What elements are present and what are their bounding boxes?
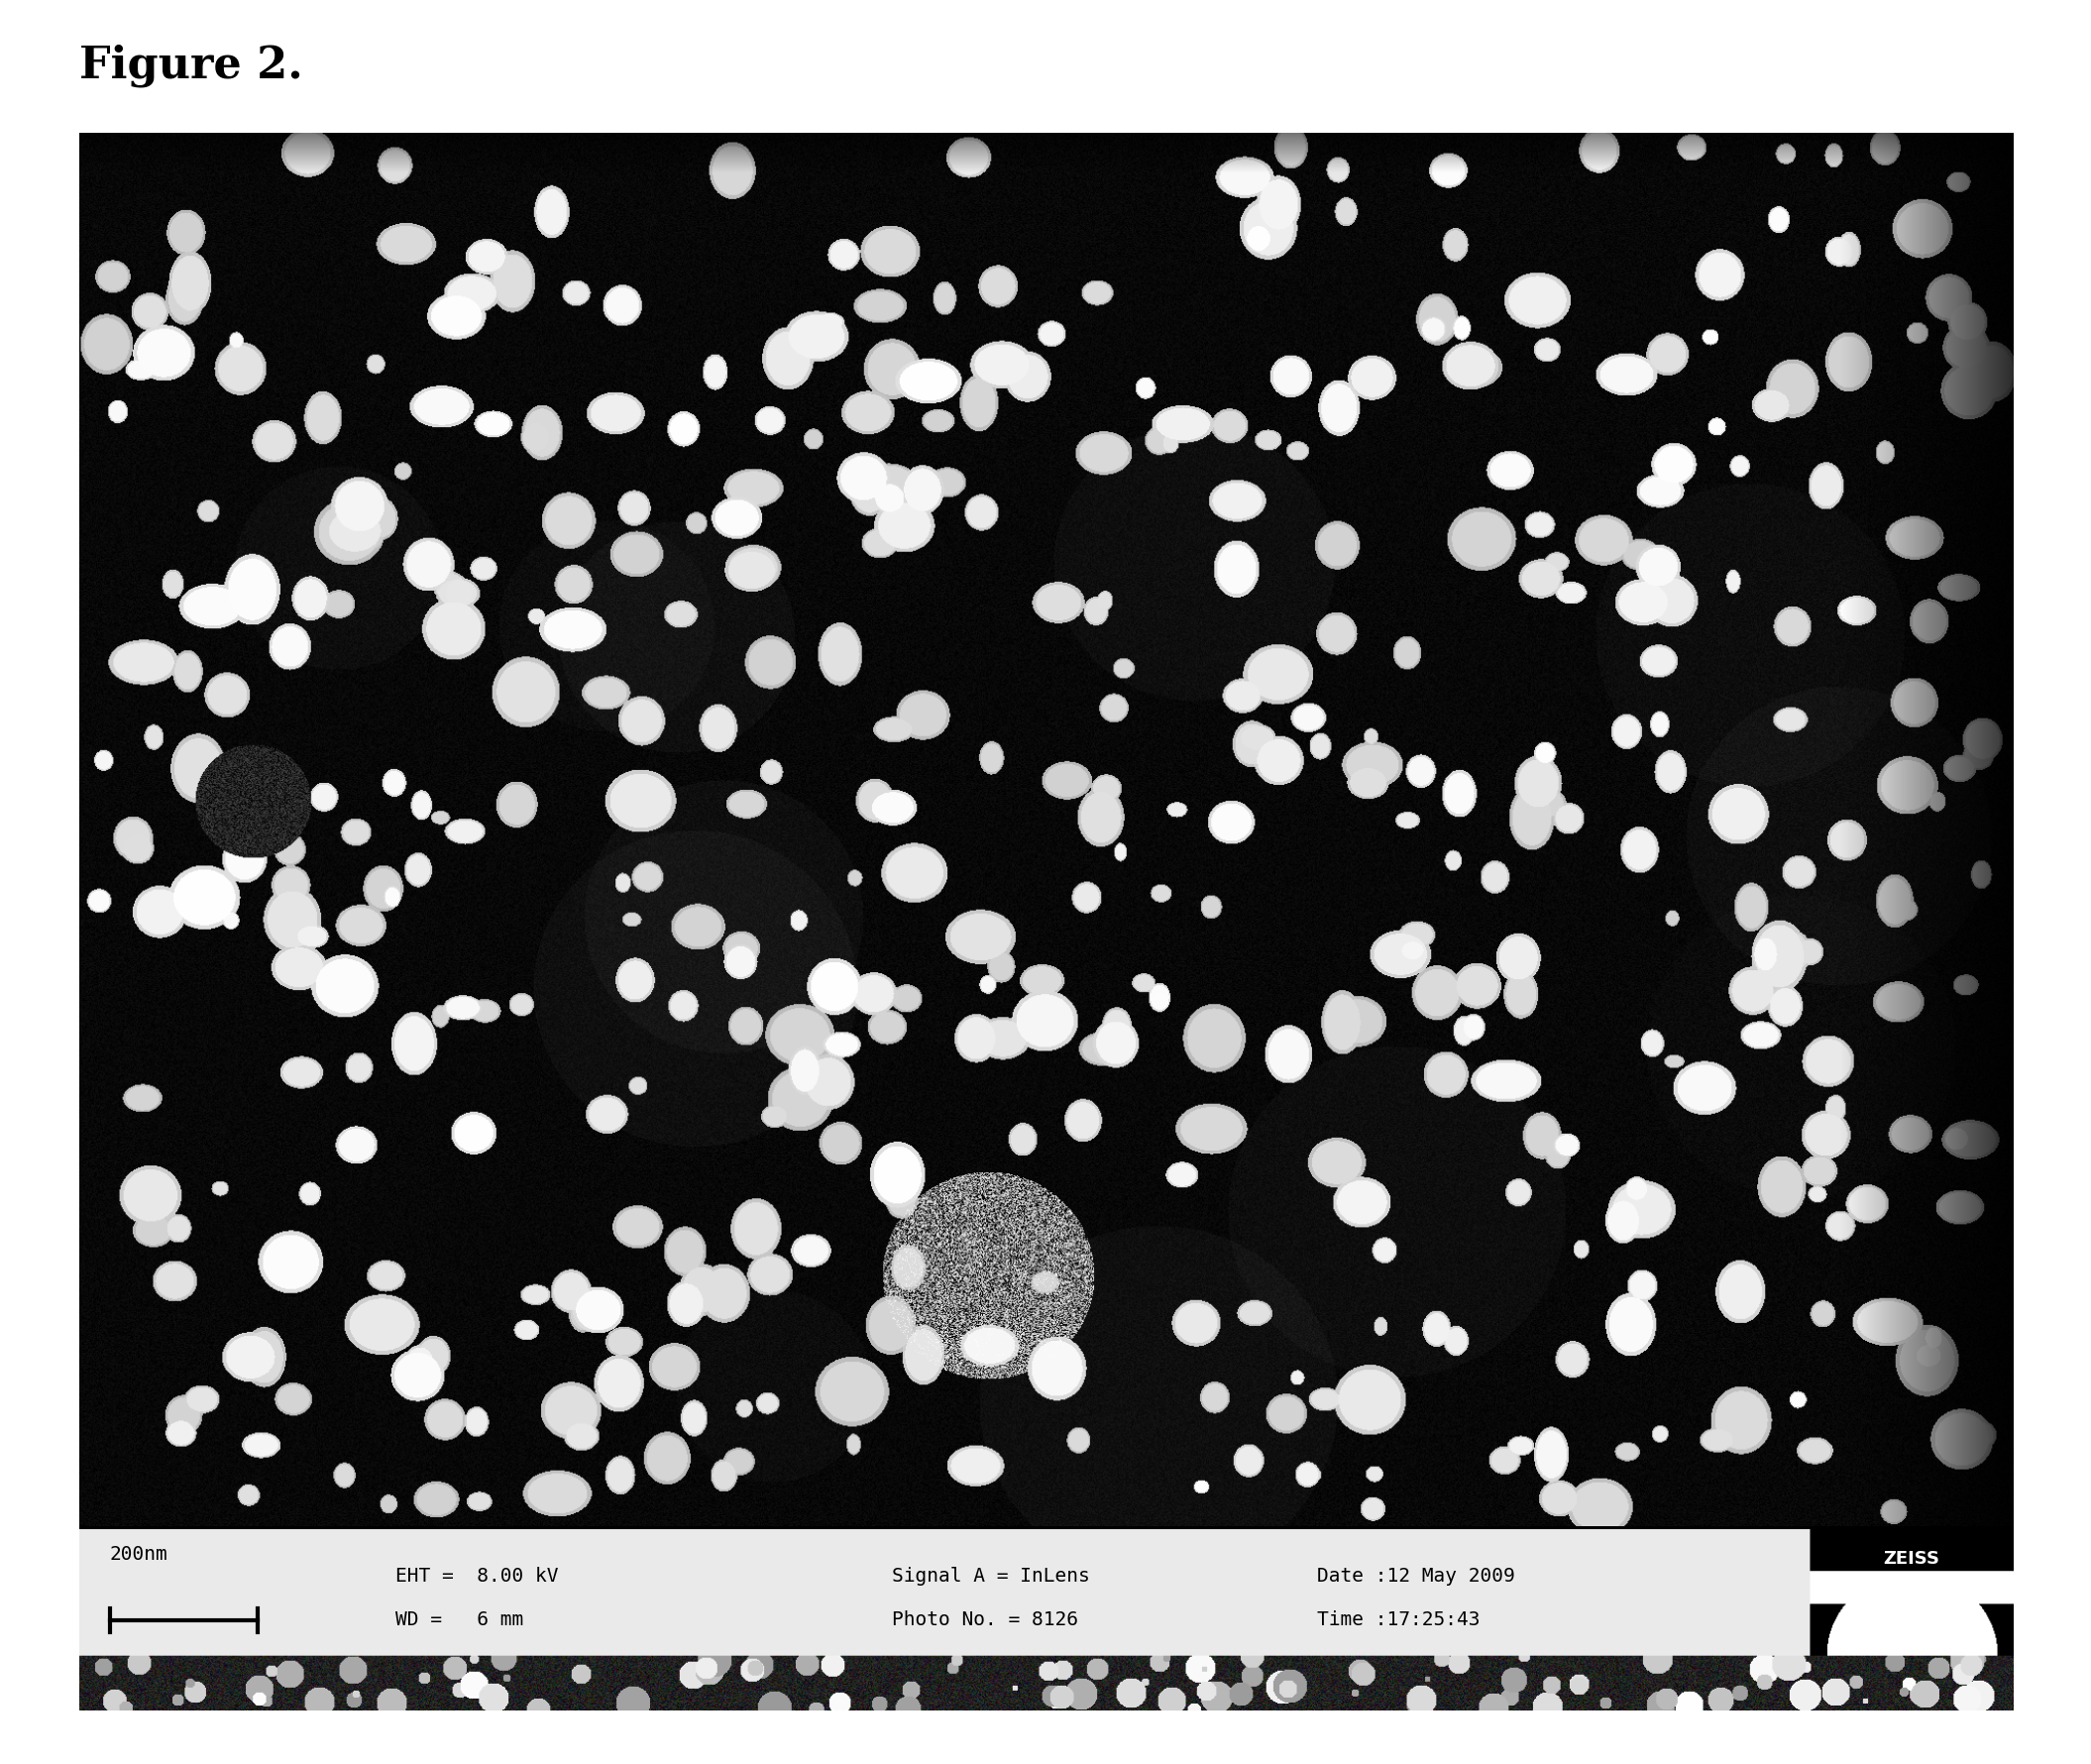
Text: EHT =  8.00 kV: EHT = 8.00 kV <box>395 1566 558 1586</box>
Text: ZEISS: ZEISS <box>1884 1551 1940 1568</box>
Text: Time :17:25:43: Time :17:25:43 <box>1317 1611 1480 1630</box>
Text: WD =   6 mm: WD = 6 mm <box>395 1611 523 1630</box>
Text: Signal A = InLens: Signal A = InLens <box>891 1566 1089 1586</box>
Text: Photo No. = 8126: Photo No. = 8126 <box>891 1611 1079 1630</box>
Text: Figure 2.: Figure 2. <box>79 44 303 86</box>
Text: Date :12 May 2009: Date :12 May 2009 <box>1317 1566 1516 1586</box>
Text: 200nm: 200nm <box>111 1545 167 1563</box>
